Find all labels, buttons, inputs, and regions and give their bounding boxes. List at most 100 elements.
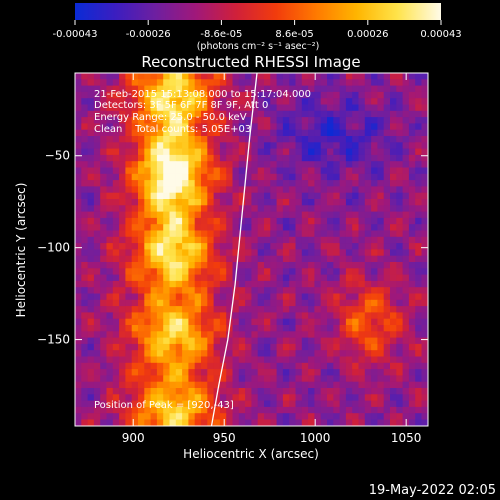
heatmap-cell	[327, 268, 334, 275]
heatmap-cell	[138, 419, 145, 426]
heatmap-cell	[364, 287, 372, 294]
heatmap-cell	[219, 211, 227, 219]
heatmap-cell	[371, 249, 378, 257]
heatmap-cell	[182, 136, 189, 143]
heatmap-cell	[131, 161, 139, 168]
heatmap-cell	[251, 419, 259, 426]
heatmap-cell	[156, 186, 164, 194]
heatmap-cell	[257, 91, 265, 99]
heatmap-cell	[327, 343, 334, 351]
heatmap-cell	[396, 419, 403, 426]
heatmap-cell	[327, 161, 334, 168]
heatmap-cell	[383, 268, 391, 275]
heatmap-cell	[408, 280, 416, 288]
heatmap-cell	[207, 388, 214, 395]
heatmap-cell	[415, 173, 422, 181]
heatmap-cell	[358, 192, 366, 200]
heatmap-cell	[182, 117, 189, 124]
heatmap-cell	[188, 343, 196, 351]
heatmap-cell	[402, 249, 410, 257]
heatmap-cell	[119, 280, 126, 288]
heatmap-cell	[100, 79, 107, 86]
heatmap-cell	[213, 136, 221, 143]
heatmap-cell	[251, 117, 259, 124]
heatmap-cell	[182, 325, 189, 332]
heatmap-cell	[150, 369, 158, 376]
heatmap-cell	[377, 293, 385, 301]
heatmap-cell	[282, 148, 290, 156]
heatmap-cell	[169, 98, 177, 105]
heatmap-cell	[93, 230, 101, 238]
heatmap-cell	[320, 394, 328, 401]
heatmap-cell	[87, 325, 95, 332]
heatmap-cell	[188, 173, 196, 181]
heatmap-cell	[131, 110, 139, 118]
heatmap-cell	[238, 180, 246, 187]
heatmap-cell	[377, 154, 385, 162]
heatmap-cell	[383, 129, 391, 137]
heatmap-cell	[320, 173, 328, 181]
heatmap-cell	[352, 255, 359, 263]
heatmap-cell	[201, 91, 208, 99]
heatmap-cell	[352, 186, 359, 194]
heatmap-cell	[150, 110, 158, 118]
heatmap-cell	[188, 299, 196, 307]
heatmap-cell	[169, 186, 177, 194]
heatmap-cell	[194, 343, 202, 351]
heatmap-cell	[364, 199, 372, 206]
heatmap-cell	[371, 331, 378, 338]
heatmap-cell	[81, 129, 88, 137]
heatmap-cell	[289, 91, 296, 99]
heatmap-cell	[226, 388, 233, 395]
heatmap-cell	[289, 318, 296, 326]
heatmap-cell	[264, 287, 271, 294]
heatmap-cell	[301, 318, 309, 326]
heatmap-cell	[194, 243, 202, 250]
heatmap-cell	[106, 154, 114, 162]
heatmap-cell	[232, 243, 240, 250]
heatmap-cell	[213, 400, 221, 408]
heatmap-cell	[169, 236, 177, 244]
heatmap-cell	[207, 394, 214, 401]
heatmap-cell	[289, 180, 296, 187]
heatmap-cell	[163, 79, 170, 86]
heatmap-cell	[169, 136, 177, 143]
heatmap-cell	[226, 249, 233, 257]
heatmap-cell	[339, 129, 347, 137]
heatmap-cell	[112, 331, 120, 338]
heatmap-cell	[295, 199, 303, 206]
heatmap-cell	[188, 154, 196, 162]
heatmap-cell	[364, 362, 372, 370]
heatmap-cell	[188, 142, 196, 149]
heatmap-cell	[333, 85, 340, 93]
heatmap-cell	[352, 331, 359, 338]
heatmap-cell	[402, 173, 410, 181]
heatmap-cell	[125, 287, 133, 294]
heatmap-cell	[282, 180, 290, 187]
heatmap-cell	[415, 110, 422, 118]
heatmap-cell	[421, 104, 428, 112]
heatmap-cell	[251, 394, 259, 401]
heatmap-cell	[415, 167, 422, 175]
heatmap-cell	[276, 148, 284, 156]
heatmap-cell	[207, 350, 214, 357]
heatmap-cell	[308, 173, 315, 181]
heatmap-cell	[301, 381, 309, 389]
heatmap-cell	[169, 230, 177, 238]
heatmap-cell	[144, 243, 151, 250]
heatmap-cell	[112, 91, 120, 99]
heatmap-cell	[333, 287, 340, 294]
heatmap-cell	[144, 350, 151, 357]
heatmap-cell	[93, 369, 101, 376]
heatmap-cell	[75, 406, 82, 414]
heatmap-cell	[270, 186, 277, 194]
heatmap-cell	[131, 173, 139, 181]
heatmap-cell	[81, 91, 88, 99]
heatmap-cell	[201, 280, 208, 288]
heatmap-cell	[377, 381, 385, 389]
heatmap-cell	[295, 381, 303, 389]
heatmap-cell	[276, 211, 284, 219]
heatmap-cell	[213, 312, 221, 320]
heatmap-cell	[264, 413, 271, 420]
heatmap-cell	[219, 243, 227, 250]
